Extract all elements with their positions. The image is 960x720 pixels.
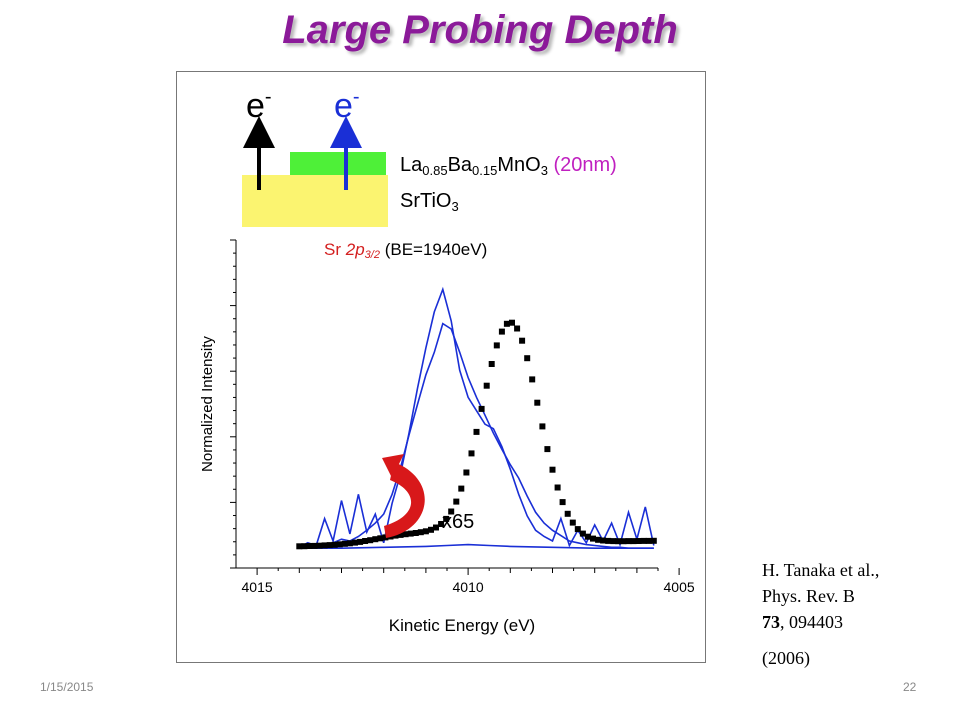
data-point-square — [564, 510, 571, 517]
data-point-square — [346, 540, 353, 547]
data-point-square — [321, 542, 328, 549]
curved-scale-arrow — [384, 462, 425, 538]
film-layer-block — [290, 152, 386, 175]
x-tick-label: 4010 — [453, 579, 484, 595]
data-point-square — [559, 499, 566, 506]
data-point-square — [620, 538, 627, 545]
data-point-square — [514, 325, 521, 332]
slide-title: Large Probing Depth — [282, 8, 678, 52]
data-point-square — [544, 446, 551, 453]
data-point-square — [331, 541, 338, 548]
data-point-square — [625, 538, 632, 545]
data-point-square — [397, 531, 404, 538]
data-point-square — [316, 542, 323, 549]
data-point-square — [422, 528, 429, 535]
reference-citation: H. Tanaka et al., Phys. Rev. B 73, 09440… — [762, 560, 880, 668]
data-point-square — [650, 537, 657, 544]
data-point-square — [488, 361, 495, 367]
data-point-square — [605, 537, 612, 544]
data-point-square — [301, 543, 308, 550]
data-point-square — [524, 355, 531, 362]
data-point-square — [336, 541, 343, 548]
data-point-square — [428, 526, 434, 533]
data-point-square — [584, 533, 591, 540]
data-point-square — [483, 382, 490, 389]
data-point-square — [372, 536, 379, 543]
series-line-1 — [299, 322, 654, 550]
film-thickness-label: (20nm) — [553, 154, 617, 176]
data-point-square — [468, 450, 475, 457]
x-tick-label: 4015 — [242, 579, 273, 595]
x-tick-label: 4005 — [664, 579, 695, 595]
data-point-square — [326, 542, 333, 549]
data-point-square — [503, 320, 510, 327]
data-point-square — [402, 531, 409, 538]
data-point-square — [357, 538, 364, 545]
data-point-square — [448, 508, 455, 515]
data-point-square — [600, 537, 607, 544]
data-point-square — [534, 399, 541, 406]
data-point-square — [539, 423, 546, 430]
data-point-square — [519, 337, 526, 344]
film-formula-label: La0.85Ba0.15MnO3 (20nm) — [400, 154, 617, 178]
y-axis-label: Normalized Intensity — [199, 336, 216, 472]
scale-multiplier-label: x65 — [442, 511, 474, 533]
data-point-square — [569, 519, 576, 526]
data-point-square — [529, 376, 536, 383]
data-point-square — [473, 428, 480, 435]
peak-label: Sr 2p3/2 (BE=1940eV) — [324, 240, 488, 261]
data-point-square — [645, 537, 652, 544]
data-point-square — [630, 538, 637, 545]
data-point-square — [382, 534, 389, 541]
data-point-square — [478, 405, 485, 412]
data-point-square — [453, 498, 460, 505]
chart-axes: 4015 4010 4005 — [230, 239, 695, 595]
substrate-label: SrTiO3 — [400, 190, 459, 214]
data-point-square — [296, 543, 303, 550]
data-point-square — [610, 538, 617, 545]
data-point-square — [463, 469, 470, 476]
data-point-square — [498, 328, 505, 335]
chart-series — [298, 286, 655, 550]
data-point-square — [438, 521, 445, 527]
data-point-square — [407, 530, 414, 537]
data-point-square — [458, 485, 465, 492]
data-point-square — [574, 526, 581, 533]
data-point-square — [341, 540, 348, 547]
curved-scale-arrowhead — [382, 454, 404, 478]
footer-page-number: 22 — [903, 680, 917, 694]
data-point-square — [311, 542, 318, 549]
data-point-square — [590, 535, 596, 542]
data-point-square — [367, 537, 374, 544]
data-point-square — [615, 538, 622, 545]
data-point-square — [443, 515, 450, 522]
data-point-square — [362, 538, 369, 544]
data-point-square — [549, 466, 556, 473]
data-point-square — [352, 539, 358, 546]
electron-label-right: e- — [334, 86, 360, 125]
electron-label-left: e- — [246, 86, 272, 125]
series-line-2 — [298, 286, 655, 549]
data-point-square — [640, 537, 647, 544]
data-point-square — [493, 342, 500, 349]
data-point-square — [417, 529, 424, 536]
series-line-3 — [299, 543, 654, 550]
data-point-square — [412, 530, 419, 536]
data-point-square — [554, 484, 561, 491]
substrate-block — [242, 175, 388, 227]
data-point-square — [306, 543, 313, 549]
data-point-square — [579, 530, 586, 537]
data-point-square — [392, 532, 399, 539]
data-point-square — [433, 524, 439, 531]
footer-date: 1/15/2015 — [40, 680, 94, 694]
figure-frame — [176, 71, 706, 663]
data-point-square — [509, 319, 515, 326]
data-point-square — [635, 538, 642, 544]
chart-points — [296, 319, 657, 550]
data-point-square — [377, 535, 384, 542]
data-point-square — [595, 536, 602, 543]
x-axis-label: Kinetic Energy (eV) — [389, 616, 535, 635]
